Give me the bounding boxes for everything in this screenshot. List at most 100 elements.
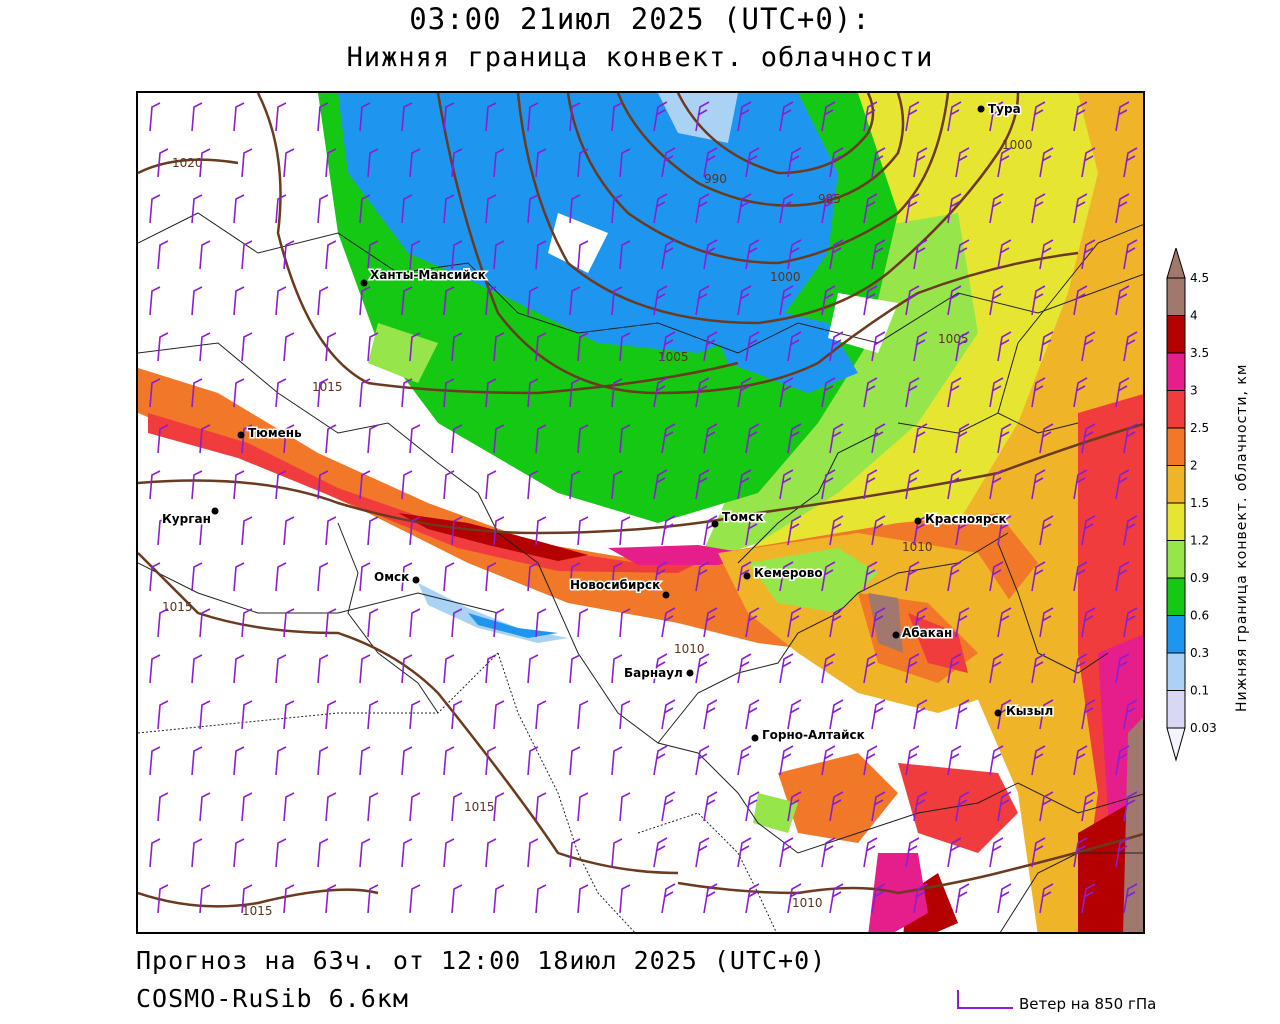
wind-barb <box>947 837 962 868</box>
wind-barb <box>955 791 970 822</box>
wind-barb <box>317 746 329 776</box>
city-tomsk: Томск <box>711 509 765 528</box>
field-zone-2.5km-south <box>778 753 898 843</box>
wind-barb <box>409 792 421 822</box>
wind-barb <box>779 101 794 132</box>
wind-barb <box>947 193 962 224</box>
wind-barb <box>569 746 581 776</box>
wind-barb <box>661 607 676 638</box>
wind-barb <box>157 332 169 362</box>
cities: Тура Ханты-Мансийск Тюмень Курган Омск Н… <box>161 101 1055 744</box>
wind-barb <box>451 884 463 914</box>
wind-barb <box>233 378 245 408</box>
wind-barb <box>359 654 371 684</box>
wind-barb <box>989 653 1004 684</box>
wind-barb <box>913 239 928 270</box>
wind-barb <box>199 700 211 730</box>
wind-barb <box>1115 837 1130 868</box>
wind-barb <box>787 239 802 270</box>
wind-barb <box>199 240 211 270</box>
wind-barb <box>275 654 287 684</box>
wind-barb <box>695 193 710 224</box>
wind-barb <box>611 562 623 592</box>
legend-tick-label: 4 <box>1190 309 1198 323</box>
wind-barb <box>955 699 970 730</box>
wind-barb <box>703 699 718 730</box>
wind-barb <box>1123 791 1138 822</box>
legend-tick-label: 1.5 <box>1190 496 1209 510</box>
wind-barb <box>779 193 794 224</box>
wind-barb <box>829 331 844 362</box>
field-zone-1.2km-patch <box>368 323 438 383</box>
wind-barb <box>527 194 539 224</box>
wind-barb <box>401 102 413 132</box>
wind-barb <box>157 148 169 178</box>
city-kurgan: Курган <box>161 507 219 528</box>
wind-barb <box>905 469 920 500</box>
wind-barb <box>359 102 371 132</box>
wind-barb <box>863 561 878 592</box>
wind-barb <box>703 607 718 638</box>
wind-barb <box>149 286 161 316</box>
wind-barb <box>535 516 547 546</box>
wind-barb <box>611 286 623 316</box>
wind-barb <box>367 608 379 638</box>
wind-barb <box>1115 745 1130 776</box>
wind-barb <box>821 377 836 408</box>
city-omsk: Омск <box>373 569 420 586</box>
legend-color-box <box>1166 427 1186 466</box>
wind-barb <box>199 884 211 914</box>
wind-barb <box>275 746 287 776</box>
city-khanty-mansiysk: Ханты-Мансийск <box>360 267 487 287</box>
legend-color-box <box>1166 540 1186 579</box>
wind-barb <box>1073 377 1088 408</box>
legend-color-box <box>1166 690 1186 729</box>
wind-barb <box>829 883 844 914</box>
wind-barb <box>1081 423 1096 454</box>
wind-barb <box>619 792 631 822</box>
wind-barb <box>871 423 886 454</box>
wind-barb <box>737 377 752 408</box>
wind-barb <box>829 515 844 546</box>
wind-barb <box>569 838 581 868</box>
wind-barb <box>737 469 752 500</box>
wind-barb <box>577 240 589 270</box>
wind-barb <box>611 378 623 408</box>
wind-barb <box>997 699 1012 730</box>
wind-barb <box>359 562 371 592</box>
wind-legend-label: Ветер на 850 гПа <box>1019 995 1157 1013</box>
wind-barb <box>737 561 752 592</box>
wind-barb <box>1039 515 1054 546</box>
wind-barb <box>703 239 718 270</box>
wind-barb <box>737 653 752 684</box>
wind-barb <box>157 516 169 546</box>
wind-barb <box>283 240 295 270</box>
isobar-label: 1015 <box>464 800 495 814</box>
wind-barb <box>989 193 1004 224</box>
wind-barb <box>367 516 379 546</box>
wind-barb <box>149 654 161 684</box>
wind-barb <box>947 561 962 592</box>
wind-barb <box>149 562 161 592</box>
wind-barb <box>745 239 760 270</box>
wind-barb <box>1115 561 1130 592</box>
city-label: Ханты-Мансийск <box>370 268 486 282</box>
wind-barb <box>997 883 1012 914</box>
wind-barb <box>703 883 718 914</box>
isobar-label: 990 <box>704 172 727 186</box>
wind-barb <box>787 147 802 178</box>
model-name: COSMO-RuSib 6.6км <box>136 984 409 1013</box>
wind-barbs-850hpa <box>149 101 1138 914</box>
wind-barb <box>233 470 245 500</box>
wind-barb <box>779 837 794 868</box>
wind-barb <box>535 240 547 270</box>
wind-barb <box>787 423 802 454</box>
wind-barb <box>653 837 668 868</box>
wind-barb <box>443 746 455 776</box>
wind-barb <box>325 424 337 454</box>
wind-barb <box>611 746 623 776</box>
wind-barb <box>443 102 455 132</box>
legend-tick-label: 0.9 <box>1190 571 1209 585</box>
isobar-label: 1015 <box>162 600 193 614</box>
city-kemerovo: Кемерово <box>743 565 824 582</box>
